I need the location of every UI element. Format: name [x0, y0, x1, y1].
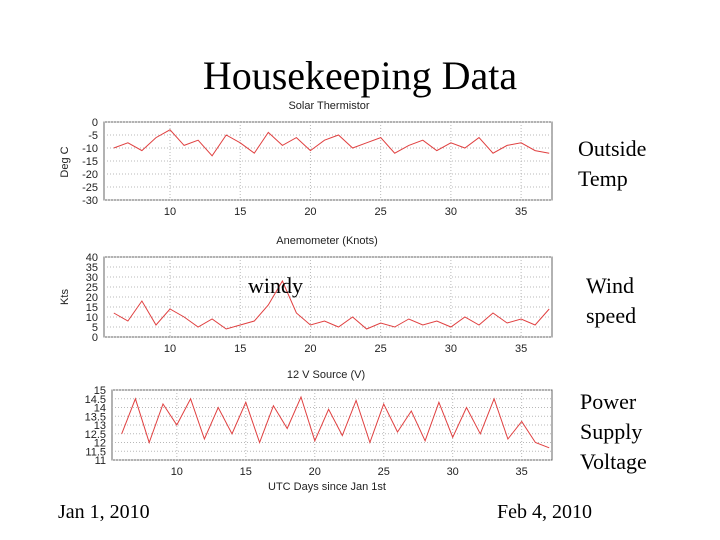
label-wind-speed: Wind speed	[586, 273, 637, 328]
y-tick-label: -25	[82, 182, 98, 194]
y-tick-label: -15	[82, 156, 98, 168]
xticks-solar-thermistor: 10 15 20 25 30 35	[164, 206, 527, 218]
chart-title-solar-thermistor: Solar Thermistor	[288, 100, 369, 112]
ylabel-anemometer: Kts	[59, 289, 71, 305]
y-tick-label: 30	[86, 272, 98, 284]
label-power-supply-voltage: Power Supply Voltage	[580, 389, 647, 474]
y-tick-label: 11	[95, 455, 106, 467]
y-tick-label: 13	[94, 420, 106, 432]
label-windy: windy	[248, 273, 303, 298]
grid-anemometer	[104, 256, 552, 338]
x-tick-label: 30	[447, 466, 459, 478]
series-line-12v-source	[121, 395, 550, 449]
x-tick-label: 15	[240, 466, 252, 478]
yticks-solar-thermistor: 0-5-10-15-20-25-30	[82, 117, 98, 207]
y-tick-label: 25	[86, 282, 98, 294]
y-tick-label: 14.5	[85, 394, 106, 406]
x-tick-label: 10	[171, 466, 183, 478]
y-tick-label: 14	[94, 403, 106, 415]
x-tick-label: 20	[309, 466, 321, 478]
series-line-solar-thermistor	[113, 129, 550, 157]
y-tick-label: -5	[88, 130, 98, 142]
label-start-date: Jan 1, 2010	[58, 501, 150, 523]
y-tick-label: 12	[94, 438, 106, 450]
y-tick-label: 40	[86, 252, 98, 264]
xticks-12v-source: 10 15 20 25 30 35	[171, 466, 528, 478]
x-tick-label: 35	[516, 466, 528, 478]
chart-title-12v-source: 12 V Source (V)	[287, 369, 365, 381]
slide-title: Housekeeping Data	[202, 53, 518, 98]
x-tick-label: 15	[234, 206, 246, 218]
xlabel-12v-source: UTC Days since Jan 1st	[268, 481, 386, 493]
plot-frame-anemometer	[103, 256, 553, 338]
x-tick-label: 10	[164, 343, 176, 355]
y-tick-label: -20	[82, 169, 98, 181]
y-tick-label: 15	[86, 302, 98, 314]
grid-12v-source	[112, 389, 552, 461]
x-tick-label: 35	[515, 206, 527, 218]
chart-title-anemometer: Anemometer (Knots)	[276, 235, 377, 247]
y-tick-label: -30	[82, 195, 98, 207]
xticks-anemometer: 10 15 20 25 30 35	[164, 343, 527, 355]
x-tick-label: 10	[164, 206, 176, 218]
plot-frame-solar-thermistor	[103, 121, 553, 201]
y-tick-label: 5	[92, 322, 98, 334]
label-outside-temp: Outside Temp	[578, 136, 647, 191]
y-tick-label: 0	[92, 117, 98, 129]
label-end-date: Feb 4, 2010	[497, 501, 592, 523]
x-tick-label: 25	[375, 206, 387, 218]
ylabel-solar-thermistor: Deg C	[59, 146, 71, 177]
y-tick-label: 20	[86, 292, 98, 304]
chart-solar-thermistor: Solar Thermistor Deg C 0-5-10-15-20-25-3…	[59, 100, 553, 218]
grid-solar-thermistor	[104, 121, 552, 201]
chart-12v-source: 12 V Source (V) 1514.51413.51312.51211.5…	[85, 369, 553, 493]
x-tick-label: 25	[378, 466, 390, 478]
x-tick-label: 20	[304, 206, 316, 218]
x-tick-label: 30	[445, 206, 457, 218]
y-tick-label: -10	[82, 143, 98, 155]
x-tick-label: 35	[515, 343, 527, 355]
y-tick-label: 35	[86, 262, 98, 274]
chart-anemometer: Anemometer (Knots) Kts 4035302520151050 …	[59, 235, 553, 355]
y-tick-label: 13.5	[85, 411, 106, 423]
y-tick-label: 10	[86, 312, 98, 324]
y-tick-label: 11.5	[85, 446, 106, 458]
x-tick-label: 15	[234, 343, 246, 355]
x-tick-label: 30	[445, 343, 457, 355]
series-line-anemometer	[113, 279, 550, 330]
y-tick-label: 0	[92, 332, 98, 344]
y-tick-label: 12.5	[85, 429, 106, 441]
x-tick-label: 20	[304, 343, 316, 355]
y-tick-label: 15	[94, 385, 106, 397]
x-tick-label: 25	[375, 343, 387, 355]
